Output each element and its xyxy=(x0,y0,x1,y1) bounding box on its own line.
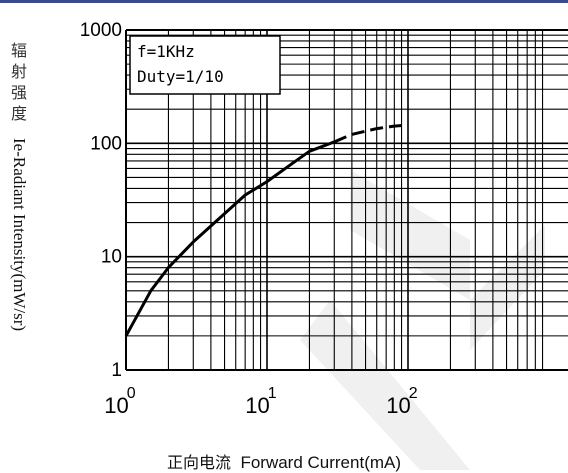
y-tick-label: 100 xyxy=(90,133,122,154)
x-tick-label: 102 xyxy=(386,385,417,418)
y-tick-label: 10 xyxy=(101,247,122,268)
x-tick-label: 100 xyxy=(104,385,135,418)
y-tick-label: 1000 xyxy=(80,20,122,41)
x-tick-label: 101 xyxy=(245,385,276,418)
y-tick-label: 1 xyxy=(111,360,122,381)
annotation-text: Duty=1/10 xyxy=(137,67,224,86)
x-axis-label-row: 正向电流 Forward Current(mA) xyxy=(0,449,568,473)
y-axis-label-cn: 辐射强度 xyxy=(10,41,27,123)
annotation-box xyxy=(129,35,281,95)
x-axis-label-cn: 正向电流 xyxy=(166,453,231,472)
series-line-solid xyxy=(124,140,335,337)
annotation-text: f=1KHz xyxy=(137,42,195,61)
y-axis-label: Ie-Radiant Intensity(mW/sr) xyxy=(10,138,29,332)
series-line-dashed xyxy=(333,123,409,144)
x-axis-label: Forward Current(mA) xyxy=(240,453,402,472)
top-border xyxy=(0,0,568,3)
